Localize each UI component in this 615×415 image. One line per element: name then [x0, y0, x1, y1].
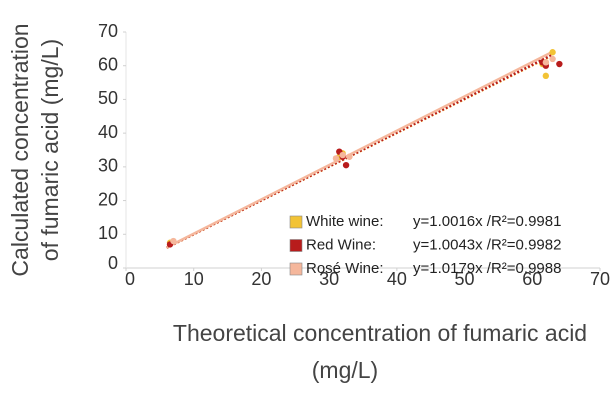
point: [170, 237, 177, 245]
legend-swatch: [289, 239, 303, 252]
point: [346, 153, 353, 160]
trendline-label: y=1.0043x /R²=0.9982: [413, 236, 561, 253]
point: [339, 151, 346, 159]
point: [549, 49, 556, 56]
y-axis-title: Calculated concentration: [7, 23, 33, 276]
x-tick-label: 0: [125, 269, 135, 289]
legend-label: Rosé Wine:: [306, 260, 384, 277]
y-tick-label: 70: [98, 21, 118, 41]
trendline: [166, 50, 554, 249]
point: [542, 59, 550, 66]
point: [556, 60, 563, 68]
point: [332, 155, 340, 162]
trendline-label: y=1.0179x /R²=0.9988: [413, 260, 561, 277]
point: [542, 72, 550, 80]
x-tick-label: 20: [251, 269, 271, 289]
point: [342, 161, 350, 169]
legend-label: White wine:: [306, 213, 384, 230]
legend-swatch: [289, 215, 303, 229]
y-tick-label: 40: [98, 122, 118, 142]
y-tick-label: 50: [98, 88, 118, 108]
x-axis-title: (mg/L): [312, 357, 378, 383]
x-tick-label: 60: [522, 269, 542, 289]
x-axis-title: Theoretical concentration of fumaric aci…: [173, 320, 587, 346]
trendline-label: y=1.0016x /R²=0.9981: [413, 213, 561, 230]
y-axis-title: of fumaric acid (mg/L): [37, 39, 63, 261]
legend-label: Red Wine:: [306, 236, 376, 253]
x-tick-label: 10: [184, 269, 204, 289]
x-tick-label: 40: [387, 269, 407, 289]
x-tick-label: 30: [319, 269, 339, 289]
y-tick-label: 20: [98, 189, 118, 209]
y-tick-label: 10: [98, 223, 118, 243]
x-tick-label: 50: [455, 269, 475, 289]
y-tick-label: 0: [108, 253, 118, 273]
x-tick-label: 70: [590, 269, 610, 289]
y-tick-label: 30: [98, 156, 118, 176]
y-tick-label: 60: [98, 54, 118, 74]
point: [549, 55, 556, 63]
legend-swatch: [289, 262, 303, 276]
